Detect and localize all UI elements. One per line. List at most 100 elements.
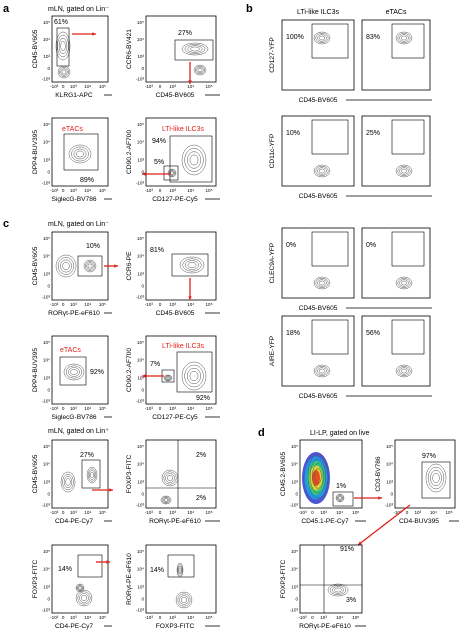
y-tick-label: -10³	[290, 607, 299, 612]
y-tick-label: 0	[47, 597, 50, 602]
gate	[311, 319, 349, 355]
arrow-head	[358, 541, 362, 545]
arrow-head	[92, 32, 96, 36]
y-tick-label: 10³	[43, 375, 50, 380]
gate	[332, 491, 354, 507]
x-tick-label: 10⁵	[352, 615, 359, 620]
contour	[327, 583, 349, 597]
contour	[197, 68, 203, 72]
y-tick-label: 10⁴	[137, 37, 144, 42]
contour	[425, 463, 447, 493]
y-axis-label: CD45-BV605	[32, 454, 39, 493]
y-axis-label: FOXP3-FITC	[32, 560, 39, 599]
y-axis-label: CLEC9A-YFP	[269, 242, 276, 283]
contour	[78, 586, 82, 590]
gate	[311, 119, 349, 155]
x-tick-label: 10³	[169, 510, 176, 515]
y-tick-label: 10⁴	[386, 462, 393, 467]
x-tick-label: -10³	[50, 84, 59, 89]
arrow	[357, 504, 411, 546]
y-tick-label: -10³	[42, 398, 51, 403]
contour	[167, 475, 173, 481]
x-tick-label: -10³	[393, 510, 402, 515]
x-tick-label: 10⁵	[99, 615, 106, 620]
y-axis-label: FOXP3-FITC	[126, 455, 133, 494]
x-tick-label: -10³	[50, 302, 59, 307]
x-tick-label: 10⁵	[205, 302, 212, 307]
contour	[189, 370, 199, 382]
y-tick-label: 0	[141, 66, 144, 71]
x-axis-label: FOXP3-FITC	[156, 623, 195, 630]
contour	[187, 151, 201, 169]
x-tick-label: 10³	[320, 615, 327, 620]
contour	[86, 262, 94, 270]
x-tick-label: -10³	[298, 510, 307, 515]
gate-percentage: 3%	[346, 597, 356, 604]
population-name: eTACs	[62, 126, 83, 133]
plot-frame	[394, 439, 456, 509]
contour	[397, 166, 411, 176]
x-tick-label: -10³	[50, 510, 59, 515]
contour	[432, 472, 440, 484]
contour	[85, 261, 95, 271]
x-axis-label: CD45-BV605	[299, 393, 338, 400]
y-axis-label: CCR6-BV421	[126, 29, 133, 69]
contour	[193, 64, 207, 76]
arrow-head	[188, 296, 192, 300]
x-tick-label: 0	[159, 406, 162, 411]
y-tick-label: 10³	[291, 479, 298, 484]
y-tick-label: 0	[47, 170, 50, 175]
contour	[307, 453, 329, 499]
y-tick-label: 10⁵	[137, 236, 144, 241]
contour	[79, 593, 89, 603]
y-tick-label: -10³	[42, 294, 51, 299]
contour	[187, 45, 203, 53]
y-axis-label: AIRE-YFP	[269, 335, 276, 366]
contour	[62, 262, 70, 270]
y-tick-label: 10³	[43, 271, 50, 276]
gate-percentage: 83%	[366, 34, 380, 41]
contour	[86, 466, 98, 484]
y-axis-label: DPP4-BUV395	[32, 348, 39, 392]
contour	[196, 66, 204, 74]
contour	[184, 364, 204, 388]
contour	[58, 37, 68, 55]
x-tick-label: 10⁵	[352, 510, 359, 515]
contour	[73, 148, 87, 160]
x-tick-label: 0	[311, 615, 314, 620]
plot-frame	[145, 231, 217, 301]
contour	[63, 476, 73, 488]
y-tick-label: 10⁴	[137, 358, 144, 363]
contour	[83, 259, 97, 273]
gate	[311, 23, 349, 59]
x-tick-label: 10⁴	[336, 615, 343, 620]
gate	[169, 135, 213, 183]
contour	[57, 34, 69, 58]
arrow-head	[142, 172, 146, 176]
x-tick-label: 10⁵	[205, 84, 212, 89]
x-tick-label: 0	[159, 188, 162, 193]
contour	[395, 31, 413, 45]
contour	[63, 363, 85, 381]
contour	[319, 35, 325, 41]
y-tick-label: 10⁵	[386, 444, 393, 449]
contour	[62, 473, 74, 491]
gate-percentage: 2%	[196, 495, 206, 502]
x-tick-label: 10⁴	[84, 615, 91, 620]
x-axis-label: RORγt-PE-eF610	[149, 518, 201, 525]
contour	[57, 257, 75, 275]
gate	[167, 554, 195, 578]
y-tick-label: 10⁴	[291, 567, 298, 572]
contour	[317, 167, 327, 175]
gate-percentage: 81%	[150, 247, 164, 254]
x-tick-label: 10³	[169, 84, 176, 89]
contour	[177, 564, 183, 576]
contour	[60, 40, 66, 52]
gate	[391, 319, 425, 355]
contour	[88, 470, 96, 480]
y-tick-label: 10⁵	[137, 122, 144, 127]
y-axis-label: RORγt-PE-eF610	[126, 553, 133, 605]
x-axis-label: CD45-BV605	[299, 193, 338, 200]
contour	[401, 35, 407, 41]
